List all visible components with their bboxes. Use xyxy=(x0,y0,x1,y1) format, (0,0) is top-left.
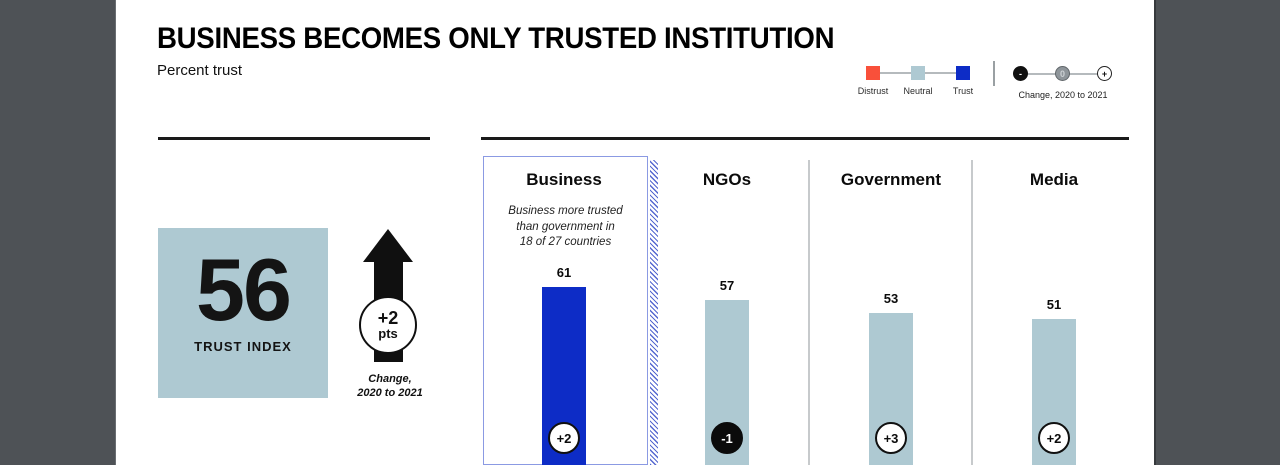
summary-top-rule xyxy=(158,137,430,140)
trust-index-value: 56 xyxy=(196,240,292,339)
trust-index-label: TRUST INDEX xyxy=(194,338,292,354)
increase-circle-icon: + xyxy=(1097,66,1112,81)
no-change-circle-icon: 0 xyxy=(1055,66,1070,81)
legend-distrust-label: Distrust xyxy=(857,86,889,96)
legend-trust-swatch xyxy=(956,66,970,80)
up-arrow-icon xyxy=(363,229,413,262)
index-change-caption: Change, 2020 to 2021 xyxy=(357,373,423,400)
legend-neutral-label: Neutral xyxy=(903,86,933,96)
decrease-circle-icon: - xyxy=(1013,66,1028,81)
bar-value-business: 61 xyxy=(556,265,572,280)
viewer-right-margin xyxy=(1154,0,1280,465)
divider-ngos-government xyxy=(808,160,810,465)
legend-separator xyxy=(993,61,995,86)
column-header-ngos: NGOs xyxy=(702,170,752,189)
business-hatch-shadow xyxy=(650,160,658,465)
bar-value-ngos: 57 xyxy=(719,277,735,293)
change-badge-business: +2 xyxy=(548,422,580,454)
column-header-government: Government xyxy=(840,170,942,189)
change-badge-government: +3 xyxy=(875,422,907,454)
index-change-circle: +2 pts xyxy=(359,296,417,354)
change-badge-ngos: -1 xyxy=(711,422,743,454)
chart-top-rule xyxy=(481,137,1129,140)
legend-trust-label: Trust xyxy=(952,86,974,96)
divider-government-media xyxy=(971,160,973,465)
legend-change-label: Change, 2020 to 2021 xyxy=(1018,90,1108,100)
change-badge-media: +2 xyxy=(1038,422,1070,454)
viewer-left-margin xyxy=(0,0,116,465)
business-annotation: Business more trusted than government in… xyxy=(508,205,623,249)
column-header-business: Business xyxy=(526,170,602,189)
page-title: BUSINESS BECOMES ONLY TRUSTED INSTITUTIO… xyxy=(157,22,835,55)
legend-neutral-swatch xyxy=(911,66,925,80)
index-change-value: +2 xyxy=(377,307,399,328)
page-subtitle: Percent trust xyxy=(157,62,243,79)
trust-index-box: 56 TRUST INDEX xyxy=(158,228,328,398)
column-header-media: Media xyxy=(1029,170,1079,189)
bar-value-government: 53 xyxy=(883,290,899,306)
legend-distrust-swatch xyxy=(866,66,880,80)
index-change-unit: pts xyxy=(378,325,398,341)
bar-value-media: 51 xyxy=(1046,297,1062,312)
